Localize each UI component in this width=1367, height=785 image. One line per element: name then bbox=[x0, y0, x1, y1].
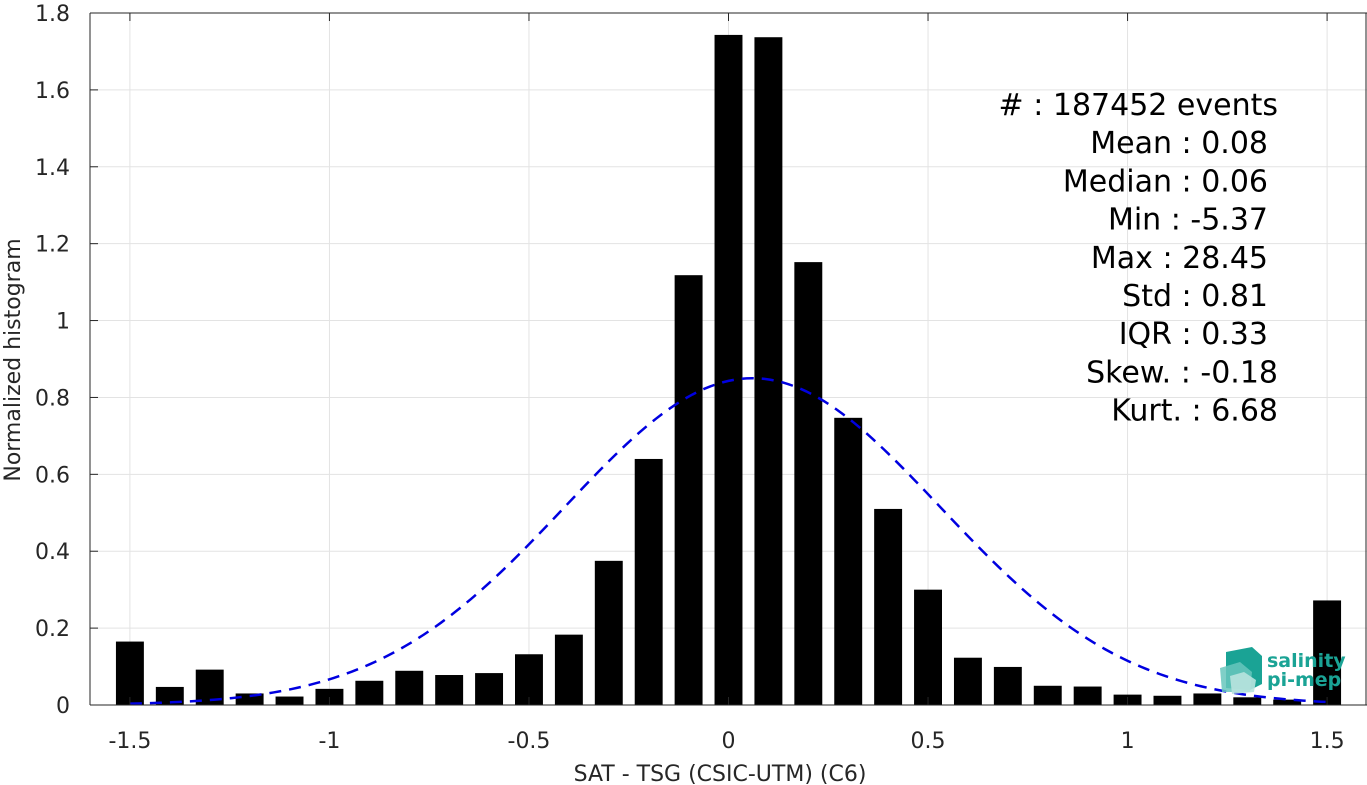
statistic-line: # : 187452 events bbox=[999, 88, 1278, 123]
histogram-bar bbox=[1033, 685, 1062, 705]
histogram-bar bbox=[634, 458, 663, 705]
y-tick-labels: 0 0.2 0.4 0.6 0.8 1 1.2 1.4 1.6 1.8 bbox=[35, 2, 70, 719]
statistic-line: Kurt. : 6.68 bbox=[1111, 394, 1278, 429]
histogram-bar bbox=[914, 589, 942, 705]
y-tick-label: 1 bbox=[56, 310, 70, 335]
histogram-bar bbox=[754, 37, 783, 706]
bars bbox=[115, 34, 1342, 706]
y-tick-label: 0.8 bbox=[35, 386, 70, 411]
salinity-pimep-logo: salinity pi-mep bbox=[1220, 647, 1346, 694]
histogram-bar bbox=[1313, 600, 1342, 705]
histogram-bar bbox=[1273, 699, 1302, 705]
statistic-line: Median : 0.06 bbox=[1063, 164, 1268, 199]
y-tick-label: 0.2 bbox=[35, 617, 70, 642]
histogram-bar bbox=[395, 670, 424, 705]
x-tick-label: -1 bbox=[318, 729, 340, 754]
y-tick-label: 1.2 bbox=[35, 233, 70, 258]
y-tick-label: 0 bbox=[56, 694, 70, 719]
y-tick-label: 1.4 bbox=[35, 156, 70, 181]
histogram-bar bbox=[714, 34, 743, 706]
histogram-bar bbox=[435, 675, 464, 705]
histogram-bar bbox=[1233, 697, 1262, 705]
statistic-line: Min : -5.37 bbox=[1108, 203, 1268, 238]
statistic-line: Skew. : -0.18 bbox=[1086, 355, 1278, 390]
histogram-bar bbox=[594, 560, 623, 705]
histogram-bar bbox=[115, 641, 144, 705]
y-tick-label: 1.8 bbox=[35, 2, 70, 27]
histogram-bar bbox=[794, 262, 823, 705]
histogram-bar bbox=[554, 634, 583, 705]
x-tick-label: -1.5 bbox=[108, 729, 151, 754]
x-tick-label: -0.5 bbox=[508, 729, 551, 754]
histogram-bar bbox=[155, 686, 184, 705]
histogram-bar bbox=[315, 688, 344, 705]
statistic-line: IQR : 0.33 bbox=[1119, 317, 1268, 352]
gaussian-fit-curve bbox=[129, 376, 1328, 705]
logo-line1: salinity bbox=[1267, 650, 1346, 672]
histogram-bar bbox=[235, 693, 264, 705]
histogram-bar bbox=[1073, 686, 1102, 705]
y-tick-label: 1.6 bbox=[35, 79, 70, 104]
axes bbox=[89, 12, 1367, 706]
histogram-bar bbox=[275, 696, 304, 705]
x-axis-label: SAT - TSG (CSIC-UTM) (C6) bbox=[574, 762, 867, 785]
histogram-bar bbox=[1193, 693, 1222, 705]
x-tick-label: 1.5 bbox=[1310, 729, 1345, 754]
histogram-bar bbox=[993, 666, 1022, 705]
logo-line2: pi-mep bbox=[1267, 669, 1341, 691]
histogram-bar bbox=[355, 680, 384, 705]
y-tick-label: 0.4 bbox=[35, 540, 70, 565]
statistic-line: Max : 28.45 bbox=[1091, 241, 1268, 276]
histogram-bar bbox=[475, 673, 504, 705]
histogram-bar bbox=[834, 417, 863, 705]
x-tick-label: 1 bbox=[1121, 729, 1135, 754]
histogram-bar bbox=[953, 657, 982, 705]
x-tick-label: 0.5 bbox=[911, 729, 946, 754]
y-axis-label: Normalized histogram bbox=[1, 238, 26, 481]
x-tick-label: 0 bbox=[722, 729, 736, 754]
histogram-bar bbox=[874, 508, 903, 705]
x-tick-labels: -1.5 -1 -0.5 0 0.5 1 1.5 bbox=[108, 729, 1344, 754]
histogram-bar bbox=[674, 275, 703, 705]
histogram-bar bbox=[1153, 695, 1182, 705]
logo-icon bbox=[1220, 647, 1262, 694]
statistic-line: Std : 0.81 bbox=[1122, 279, 1268, 314]
histogram-bar bbox=[515, 654, 543, 705]
statistic-line: Mean : 0.08 bbox=[1090, 126, 1268, 161]
y-tick-label: 0.6 bbox=[35, 463, 70, 488]
